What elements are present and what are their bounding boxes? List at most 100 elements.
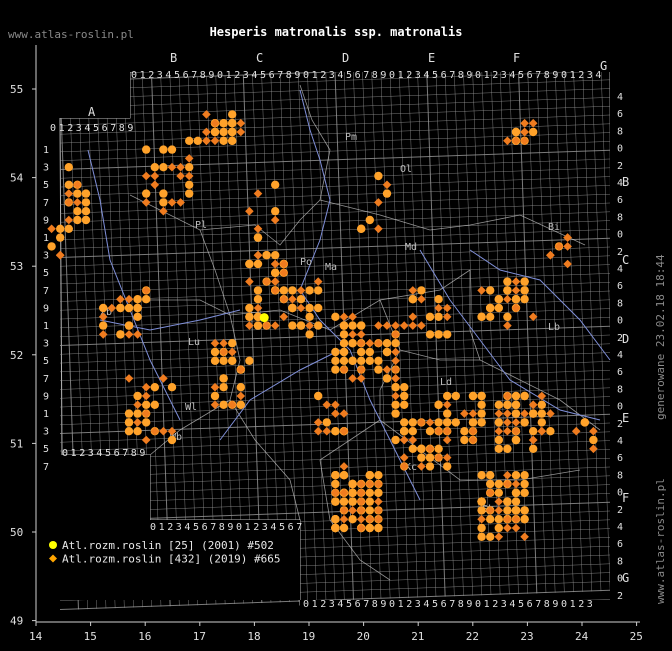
record-point-2019 bbox=[356, 506, 366, 515]
top-digit: 4 bbox=[337, 70, 343, 81]
record-point-2019 bbox=[503, 497, 512, 506]
record-point-2019 bbox=[511, 286, 521, 295]
record-point-2019 bbox=[262, 277, 271, 286]
record-point-2019 bbox=[399, 435, 409, 445]
record-point-2019 bbox=[185, 189, 194, 198]
top-digit: 0 bbox=[561, 70, 567, 81]
grid-letter: G bbox=[600, 59, 607, 73]
record-point-2019 bbox=[537, 400, 546, 409]
record-point-2019 bbox=[511, 400, 521, 409]
record-point-2019 bbox=[339, 347, 349, 357]
x-tick-label: 16 bbox=[138, 630, 151, 643]
record-point-2019 bbox=[400, 383, 409, 392]
bottom-digit: 3 bbox=[587, 599, 593, 610]
y-tick-label: 54 bbox=[10, 172, 24, 185]
grid-line-h bbox=[59, 501, 611, 522]
top-left-digit: 5 bbox=[93, 123, 99, 134]
record-point-2019 bbox=[133, 295, 142, 304]
top-digit: 8 bbox=[372, 70, 378, 81]
record-point-2019 bbox=[245, 259, 254, 269]
vertical-site-label: www.atlas-roslin.pl bbox=[654, 478, 667, 604]
record-point-2019 bbox=[279, 286, 288, 295]
record-point-2019 bbox=[511, 506, 521, 515]
record-point-2019 bbox=[408, 427, 417, 436]
right-row-digit: 2 bbox=[617, 419, 623, 430]
record-point-2019 bbox=[434, 295, 443, 304]
record-point-2019 bbox=[537, 409, 546, 418]
record-point-2019 bbox=[477, 523, 486, 533]
record-point-2019 bbox=[142, 418, 151, 427]
bottom-left-digit: 4 bbox=[96, 448, 102, 459]
bottom-left-digit: 9 bbox=[139, 448, 145, 459]
right-row-digit: 6 bbox=[617, 109, 623, 120]
grid-line-h bbox=[59, 149, 611, 170]
record-point-2019 bbox=[331, 356, 340, 365]
record-point-2019 bbox=[400, 391, 409, 401]
top-digit: 1 bbox=[570, 70, 576, 81]
grid-line-h bbox=[59, 378, 611, 399]
record-point-2019 bbox=[425, 330, 435, 339]
record-point-2019 bbox=[193, 136, 202, 145]
region-code: Ol bbox=[400, 164, 412, 175]
record-point-2019 bbox=[305, 286, 314, 295]
record-point-2019 bbox=[520, 286, 529, 295]
record-point-2001 bbox=[259, 313, 269, 323]
top-digit: 3 bbox=[243, 70, 249, 81]
grid-line-h bbox=[59, 457, 611, 478]
record-point-2019 bbox=[468, 409, 478, 418]
record-point-2019 bbox=[503, 312, 512, 321]
record-point-2019 bbox=[477, 471, 486, 480]
bottom-left-digit: 3 bbox=[88, 448, 94, 459]
border-line bbox=[299, 84, 331, 201]
bottom-mid-digit: 0 bbox=[236, 522, 242, 533]
record-point-2019 bbox=[262, 251, 271, 260]
legend-label: Atl.rozm.roslin [432] (2019) #665 bbox=[62, 553, 281, 566]
record-point-2019 bbox=[486, 303, 495, 313]
record-point-2019 bbox=[219, 347, 228, 357]
top-digit: 4 bbox=[509, 70, 515, 81]
record-point-2019 bbox=[365, 479, 375, 489]
record-point-2019 bbox=[589, 444, 598, 454]
record-point-2019 bbox=[442, 303, 452, 313]
grid-line-h bbox=[59, 264, 611, 285]
bottom-left-digit: 0 bbox=[62, 448, 68, 459]
record-point-2019 bbox=[494, 488, 503, 497]
record-point-2019 bbox=[425, 462, 435, 471]
record-point-2019 bbox=[511, 391, 521, 401]
record-point-2019 bbox=[443, 418, 452, 427]
record-point-2019 bbox=[47, 242, 56, 251]
record-point-2019 bbox=[494, 479, 503, 489]
border-line bbox=[149, 399, 231, 456]
record-point-2019 bbox=[116, 303, 125, 313]
record-point-2019 bbox=[503, 506, 512, 515]
record-point-2019 bbox=[99, 303, 108, 313]
record-point-2019 bbox=[399, 321, 409, 330]
bottom-digit: 3 bbox=[415, 599, 421, 610]
bottom-digit: 8 bbox=[372, 599, 378, 610]
record-point-2019 bbox=[141, 171, 151, 181]
record-point-2019 bbox=[184, 171, 194, 181]
record-point-2019 bbox=[56, 233, 65, 242]
record-point-2019 bbox=[64, 163, 74, 172]
river-line bbox=[419, 249, 601, 421]
record-point-2019 bbox=[331, 365, 340, 374]
record-point-2019 bbox=[485, 488, 495, 498]
right-row-digit: 2 bbox=[617, 161, 623, 172]
top-digit: 4 bbox=[165, 70, 171, 81]
right-row-digit: 0 bbox=[617, 488, 623, 499]
record-point-2019 bbox=[425, 418, 435, 427]
record-point-2019 bbox=[305, 330, 314, 339]
record-point-2019 bbox=[374, 171, 383, 181]
border-line bbox=[199, 229, 471, 331]
grid-line-h bbox=[59, 273, 611, 293]
record-point-2019 bbox=[417, 444, 426, 453]
record-point-2019 bbox=[589, 435, 598, 445]
record-point-2019 bbox=[477, 514, 486, 524]
record-point-2019 bbox=[365, 523, 374, 533]
record-point-2019 bbox=[348, 515, 357, 524]
bottom-digit: 6 bbox=[441, 599, 447, 610]
record-point-2019 bbox=[511, 127, 521, 137]
record-point-2019 bbox=[245, 303, 254, 313]
right-row-digit: 4 bbox=[617, 264, 623, 275]
record-point-2019 bbox=[468, 435, 478, 445]
